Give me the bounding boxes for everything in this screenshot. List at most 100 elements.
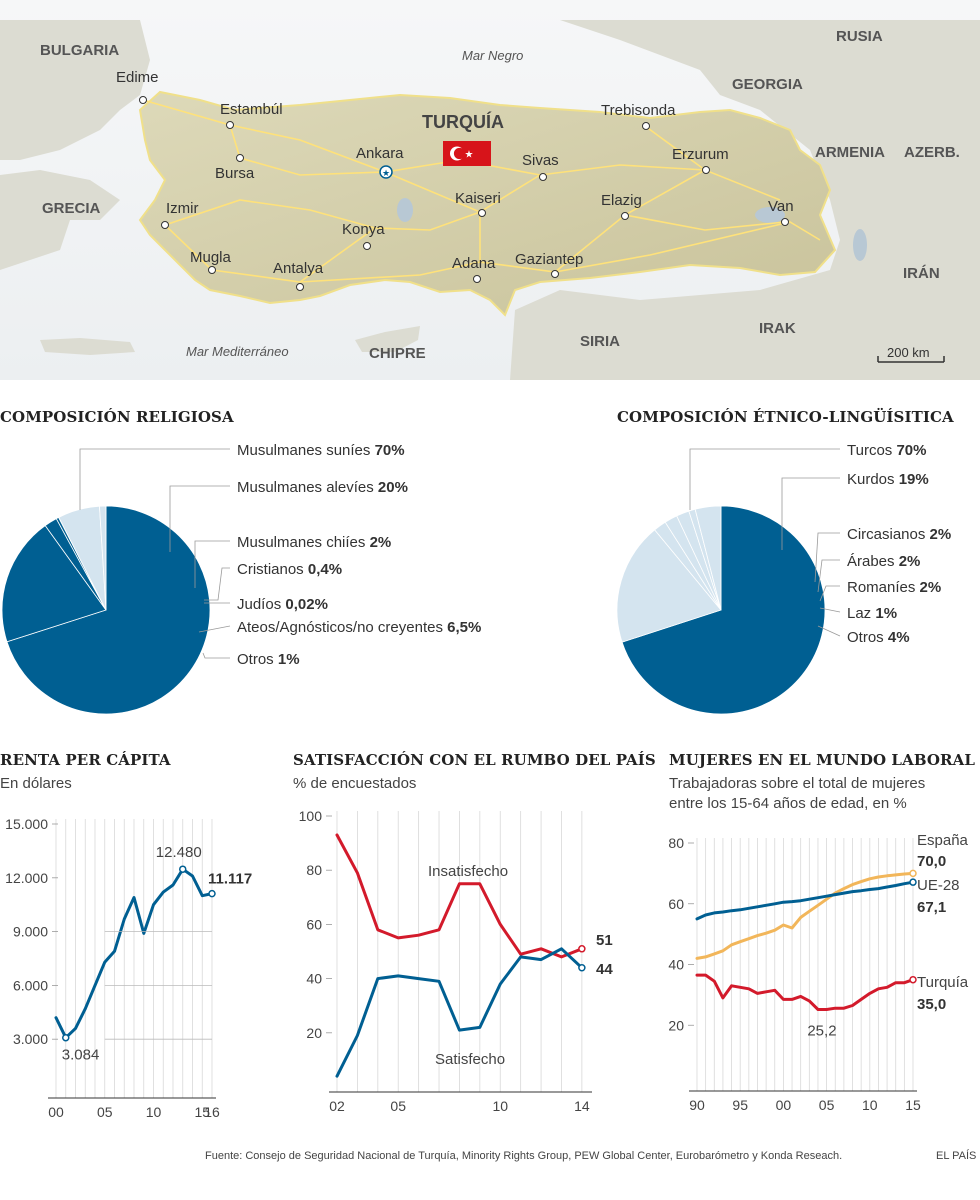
series-line-0 [335, 833, 584, 959]
y-tick-label: 6.000 [13, 977, 48, 993]
religion-label-4: Judíos 0,02% [237, 596, 328, 613]
x-tick-label: 10 [146, 1104, 162, 1120]
x-tick-label: 05 [97, 1104, 113, 1120]
renta-annotation-last: 11.117 [208, 871, 252, 888]
series-endpoint-0 [208, 889, 216, 898]
map-label-chipre: CHIPRE [369, 345, 426, 362]
map-label-mugla: Mugla [190, 249, 232, 266]
ethnic-label-2: Circasianos 2% [847, 526, 951, 543]
mujeres-subtitle-1: Trabajadoras sobre el total de mujeres [669, 775, 926, 792]
ethnic-label-3: Árabes 2% [847, 553, 920, 570]
series-line-2 [695, 973, 915, 1011]
y-tick-label: 60 [668, 896, 684, 912]
map-label-van: Van [768, 198, 794, 215]
series-endpoint-1 [909, 878, 917, 886]
religion-pie-chart: Musulmanes suníes 70% Musulmanes alevíes… [1, 442, 481, 715]
turkey-map: ★ ★ TURQUÍA Mar Negro Mar Mediterráneo B… [0, 0, 980, 380]
religion-label-1: Musulmanes alevíes 20% [237, 479, 408, 496]
renta-annotation-max: 12.480 [156, 844, 202, 861]
series-line-0 [695, 871, 915, 960]
map-land-cyprus [355, 326, 420, 352]
religion-label-3: Cristianos 0,4% [237, 561, 342, 578]
map-label-trebisonda: Trebisonda [601, 102, 676, 119]
ethnic-pie-slice-6 [694, 505, 722, 611]
map-label-gaziantep: Gaziantep [515, 251, 583, 268]
map-cities [139, 96, 789, 291]
series-label-turquia: Turquía [917, 974, 969, 991]
y-tick-label: 40 [306, 971, 322, 987]
y-tick-label: 12.000 [5, 870, 48, 886]
svg-text:200 km: 200 km [887, 345, 930, 360]
map-label-bulgaria: BULGARIA [40, 42, 119, 59]
map-label-edime: Edime [116, 69, 159, 86]
renta-max-marker [179, 865, 187, 873]
y-tick-label: 20 [668, 1017, 684, 1033]
ethnic-label-4: Romaníes 2% [847, 579, 941, 596]
map-land-greece [0, 170, 120, 270]
map-label-bursa: Bursa [215, 165, 255, 182]
map-label-armenia: ARMENIA [815, 144, 885, 161]
renta-min-marker [62, 1033, 70, 1042]
map-land-caucasus [510, 20, 980, 380]
ethnic-label-1: Kurdos 19% [847, 471, 929, 488]
map-label-sea-south: Mar Mediterráneo [186, 344, 289, 359]
map-label-izmir: Izmir [166, 200, 199, 217]
religion-label-2: Musulmanes chiíes 2% [237, 534, 391, 551]
annotation-turquia-min: 25,2 [807, 1022, 836, 1039]
map-label-georgia: GEORGIA [732, 76, 803, 93]
turkey-flag: ★ [443, 141, 491, 166]
map-label-konya: Konya [342, 221, 385, 238]
annotation-espana: 70,0 [917, 853, 946, 870]
satis-annotation-insatisfecho: 51 [596, 932, 613, 949]
map-scale-bar: 200 km [877, 345, 945, 363]
x-tick-label: 00 [776, 1097, 792, 1113]
map-label-sivas: Sivas [522, 152, 559, 169]
series-label-satisfecho: Satisfecho [435, 1051, 505, 1068]
ethnic-label-6: Otros 4% [847, 629, 910, 646]
series-endpoint-0 [578, 945, 586, 953]
brand-label: EL PAÍS [936, 1150, 977, 1162]
map-land-north [0, 20, 150, 160]
series-endpoint-1 [578, 964, 586, 972]
satisfaccion-line-chart: 20 40 60 80 100 02 05 10 14 Insatisfecho Satisfech… [299, 808, 614, 1114]
annotation-turquia: 35,0 [917, 996, 946, 1013]
svg-text:★: ★ [382, 168, 390, 178]
map-label-azerbaiyan: AZERB. [904, 144, 960, 161]
y-tick-label: 60 [306, 916, 322, 932]
renta-title: RENTA PER CÁPITA [0, 751, 171, 769]
map-label-irak: IRAK [759, 320, 796, 337]
map-lake-urmia [853, 229, 867, 261]
map-label-antalya: Antalya [273, 260, 324, 277]
religion-pie-slice-0 [6, 505, 211, 715]
religion-label-6: Otros 1% [237, 651, 300, 668]
annotation-ue28: 67,1 [917, 899, 946, 916]
x-tick-label: 14 [574, 1098, 590, 1114]
series-line-1 [335, 947, 584, 1078]
map-label-ankara: Ankara [356, 145, 404, 162]
series-endpoint-2 [909, 975, 917, 984]
ethnic-label-5: Laz 1% [847, 605, 897, 622]
x-tick-label: 05 [819, 1097, 835, 1113]
satis-annotation-satisfecho: 44 [596, 961, 613, 978]
religion-label-5: Ateos/Agnósticos/no creyentes 6,5% [237, 619, 481, 636]
series-label-ue28: UE-28 [917, 877, 960, 894]
x-tick-label: 15 [905, 1097, 921, 1113]
map-label-sea-north: Mar Negro [462, 48, 523, 63]
map-label-rusia: RUSIA [836, 28, 883, 45]
religion-label-0: Musulmanes suníes 70% [237, 442, 405, 459]
map-label-erzurum: Erzurum [672, 146, 729, 163]
x-tick-label: 02 [329, 1098, 345, 1114]
map-label-kaiseri: Kaiseri [455, 190, 501, 207]
x-tick-label: 05 [390, 1098, 406, 1114]
map-lake-tuz [397, 198, 413, 222]
ethnic-pie-slice-1 [616, 529, 722, 643]
map-label-adana: Adana [452, 255, 496, 272]
series-endpoint-0 [909, 869, 917, 878]
y-tick-label: 15.000 [5, 816, 48, 832]
series-label-insatisfecho: Insatisfecho [428, 863, 508, 880]
map-lake-van [755, 207, 785, 223]
map-label-elazig: Elazig [601, 192, 642, 209]
ethnic-title: COMPOSICIÓN ÉTNICO-LINGÜÍSITICA [617, 408, 954, 426]
mujeres-subtitle-2: entre los 15-64 años de edad, en % [669, 795, 907, 812]
